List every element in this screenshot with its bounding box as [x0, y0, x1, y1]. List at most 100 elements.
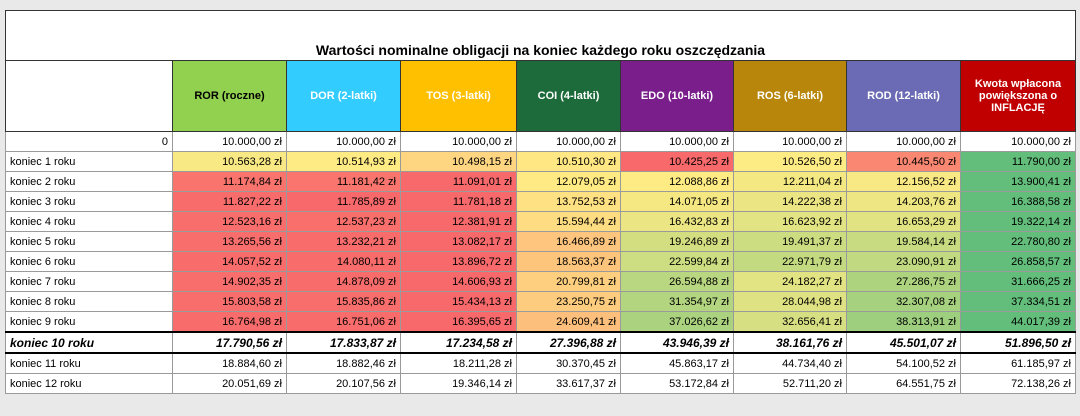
value-cell: 13.082,17 zł — [400, 231, 517, 252]
value-cell: 16.751,06 zł — [286, 311, 401, 333]
value-cell: 17.833,87 zł — [286, 331, 401, 354]
value-cell: 14.057,52 zł — [172, 251, 287, 272]
bond-table: Wartości nominalne obligacji na koniec k… — [5, 10, 1076, 394]
value-cell: 23.250,75 zł — [516, 291, 621, 312]
value-cell: 37.334,51 zł — [960, 291, 1076, 312]
value-cell: 28.044,98 zł — [733, 291, 847, 312]
value-cell: 32.656,41 zł — [733, 311, 847, 333]
data-row: koniec 5 roku 13.265,56 zł 13.232,21 zł 13.… — [5, 231, 1076, 252]
value-cell: 16.653,29 zł — [846, 211, 961, 232]
value-cell: 10.425,25 zł — [620, 151, 734, 172]
value-cell: 38.313,91 zł — [846, 311, 961, 333]
row-label: koniec 6 roku — [5, 251, 173, 272]
value-cell: 26.858,57 zł — [960, 251, 1076, 272]
table-body: Wartości nominalne obligacji na koniec k… — [5, 10, 1076, 394]
value-cell: 17.790,56 zł — [172, 331, 287, 354]
row-label: koniec 1 roku — [5, 151, 173, 172]
value-cell: 13.900,41 zł — [960, 171, 1076, 192]
value-cell: 19.346,14 zł — [400, 373, 517, 394]
value-cell: 64.551,75 zł — [846, 373, 961, 394]
value-cell: 15.835,86 zł — [286, 291, 401, 312]
value-cell: 16.388,58 zł — [960, 191, 1076, 212]
value-cell: 61.185,97 zł — [960, 352, 1076, 374]
data-row: koniec 10 roku 17.790,56 zł 17.833,87 zł 17… — [5, 331, 1076, 354]
title-row: Wartości nominalne obligacji na koniec k… — [5, 10, 1076, 61]
column-header: ROD (12-latki) — [846, 60, 961, 132]
header-row: ROR (roczne) DOR (2-latki) TOS (3-latki) CO… — [5, 60, 1076, 132]
value-cell: 10.000,00 zł — [620, 131, 734, 152]
value-cell: 14.080,11 zł — [286, 251, 401, 272]
value-cell: 14.902,35 zł — [172, 271, 287, 292]
column-header: COI (4-latki) — [516, 60, 621, 132]
value-cell: 45.501,07 zł — [846, 331, 961, 354]
data-row: koniec 3 roku 11.827,22 zł 11.785,89 zł 11.… — [5, 191, 1076, 212]
value-cell: 22.780,80 zł — [960, 231, 1076, 252]
value-cell: 10.563,28 zł — [172, 151, 287, 172]
data-row: koniec 4 roku 12.523,16 zł 12.537,23 zł 12.… — [5, 211, 1076, 232]
value-cell: 51.896,50 zł — [960, 331, 1076, 354]
value-cell: 20.107,56 zł — [286, 373, 401, 394]
table-title: Wartości nominalne obligacji na koniec k… — [5, 10, 1076, 61]
value-cell: 10.000,00 zł — [960, 131, 1076, 152]
value-cell: 12.211,04 zł — [733, 171, 847, 192]
data-row: koniec 8 roku 15.803,58 zł 15.835,86 zł 15.… — [5, 291, 1076, 312]
value-cell: 37.026,62 zł — [620, 311, 734, 333]
value-cell: 24.609,41 zł — [516, 311, 621, 333]
value-cell: 10.526,50 zł — [733, 151, 847, 172]
row-label: koniec 5 roku — [5, 231, 173, 252]
value-cell: 14.203,76 zł — [846, 191, 961, 212]
row-label: 0 — [5, 131, 173, 152]
value-cell: 43.946,39 zł — [620, 331, 734, 354]
column-header: ROS (6-latki) — [733, 60, 847, 132]
column-header: EDO (10-latki) — [620, 60, 734, 132]
column-header: TOS (3-latki) — [400, 60, 517, 132]
data-row: koniec 7 roku 14.902,35 zł 14.878,09 zł 14.… — [5, 271, 1076, 292]
value-cell: 10.498,15 zł — [400, 151, 517, 172]
value-cell: 11.827,22 zł — [172, 191, 287, 212]
value-cell: 38.161,76 zł — [733, 331, 847, 354]
value-cell: 30.370,45 zł — [516, 352, 621, 374]
value-cell: 10.000,00 zł — [516, 131, 621, 152]
value-cell: 16.395,65 zł — [400, 311, 517, 333]
value-cell: 10.514,93 zł — [286, 151, 401, 172]
value-cell: 13.265,56 zł — [172, 231, 287, 252]
value-cell: 20.799,81 zł — [516, 271, 621, 292]
value-cell: 16.764,98 zł — [172, 311, 287, 333]
data-row: 0 10.000,00 zł 10.000,00 zł 10.000,00 zł 10.… — [5, 131, 1076, 152]
value-cell: 18.563,37 zł — [516, 251, 621, 272]
data-row: koniec 2 roku 11.174,84 zł 11.181,42 zł 11.… — [5, 171, 1076, 192]
value-cell: 10.000,00 zł — [286, 131, 401, 152]
row-label: koniec 10 roku — [5, 331, 173, 354]
value-cell: 22.599,84 zł — [620, 251, 734, 272]
row-label: koniec 3 roku — [5, 191, 173, 212]
row-label: koniec 11 roku — [5, 352, 173, 374]
value-cell: 27.396,88 zł — [516, 331, 621, 354]
row-label: koniec 8 roku — [5, 291, 173, 312]
value-cell: 18.882,46 zł — [286, 352, 401, 374]
value-cell: 12.156,52 zł — [846, 171, 961, 192]
column-header: ROR (roczne) — [172, 60, 287, 132]
row-label: koniec 7 roku — [5, 271, 173, 292]
value-cell: 33.617,37 zł — [516, 373, 621, 394]
value-cell: 11.181,42 zł — [286, 171, 401, 192]
data-row: koniec 6 roku 14.057,52 zł 14.080,11 zł 13.… — [5, 251, 1076, 272]
value-cell: 14.071,05 zł — [620, 191, 734, 212]
value-cell: 72.138,26 zł — [960, 373, 1076, 394]
value-cell: 19.246,89 zł — [620, 231, 734, 252]
value-cell: 19.491,37 zł — [733, 231, 847, 252]
corner-cell — [5, 60, 173, 132]
value-cell: 23.090,91 zł — [846, 251, 961, 272]
value-cell: 44.017,39 zł — [960, 311, 1076, 333]
value-cell: 15.803,58 zł — [172, 291, 287, 312]
value-cell: 11.174,84 zł — [172, 171, 287, 192]
value-cell: 12.523,16 zł — [172, 211, 287, 232]
value-cell: 10.000,00 zł — [400, 131, 517, 152]
value-cell: 52.711,20 zł — [733, 373, 847, 394]
value-cell: 44.734,40 zł — [733, 352, 847, 374]
column-header: DOR (2-latki) — [286, 60, 401, 132]
value-cell: 11.785,89 zł — [286, 191, 401, 212]
row-label: koniec 2 roku — [5, 171, 173, 192]
value-cell: 13.232,21 zł — [286, 231, 401, 252]
value-cell: 17.234,58 zł — [400, 331, 517, 354]
